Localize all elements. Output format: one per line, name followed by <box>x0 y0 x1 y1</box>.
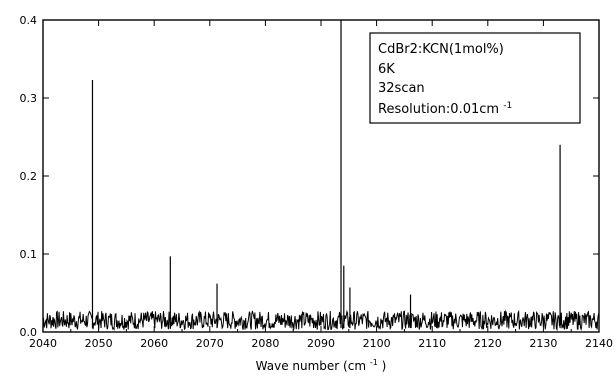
legend-scans: 32scan <box>378 81 425 96</box>
axis-tick-labels: 2040 2050 2060 2070 2080 2090 2100 2110 2120 2130… <box>20 14 614 350</box>
legend-temperature: 6K <box>378 62 395 77</box>
x-tick-label: 2090 <box>307 337 335 350</box>
x-tick-label: 2100 <box>363 337 391 350</box>
legend-box: CdBr2:KCN(1mol%) 6K 32scan Resolution:0.… <box>369 32 581 124</box>
spectrum-series-line <box>42 309 600 332</box>
spectrum-peaks <box>91 20 561 329</box>
x-axis-title-close: ) <box>382 359 387 373</box>
legend-frame <box>369 32 581 124</box>
x-tick-label: 2060 <box>140 337 168 350</box>
x-tick-label: 2140 <box>585 337 613 350</box>
x-tick-label: 2080 <box>251 337 279 350</box>
x-tick-label: 2070 <box>196 337 224 350</box>
x-axis-title-sup: -1 <box>370 358 378 367</box>
y-tick-label: 0.4 <box>20 14 38 27</box>
x-tick-label: 2040 <box>29 337 57 350</box>
x-tick-label: 2110 <box>418 337 446 350</box>
x-tick-label: 2120 <box>474 337 502 350</box>
x-tick-label: 2050 <box>85 337 113 350</box>
legend-sample: CdBr2:KCN(1mol%) <box>378 42 504 57</box>
x-axis-title: Wave number (cm -1 ) <box>256 354 387 373</box>
y-tick-label: 0.2 <box>20 170 38 183</box>
x-tick-label: 2130 <box>529 337 557 350</box>
x-axis-title-main: Wave number (cm <box>256 359 366 373</box>
legend-resolution: Resolution:0.01cm -1 <box>378 101 512 117</box>
y-tick-label: 0.1 <box>20 248 38 261</box>
axis-ticks <box>42 19 600 333</box>
legend-resolution-sup: -1 <box>503 101 512 111</box>
y-tick-label: 0.0 <box>20 326 38 339</box>
legend-resolution-label: Resolution:0.01cm <box>378 102 499 117</box>
y-tick-label: 0.3 <box>20 92 38 105</box>
